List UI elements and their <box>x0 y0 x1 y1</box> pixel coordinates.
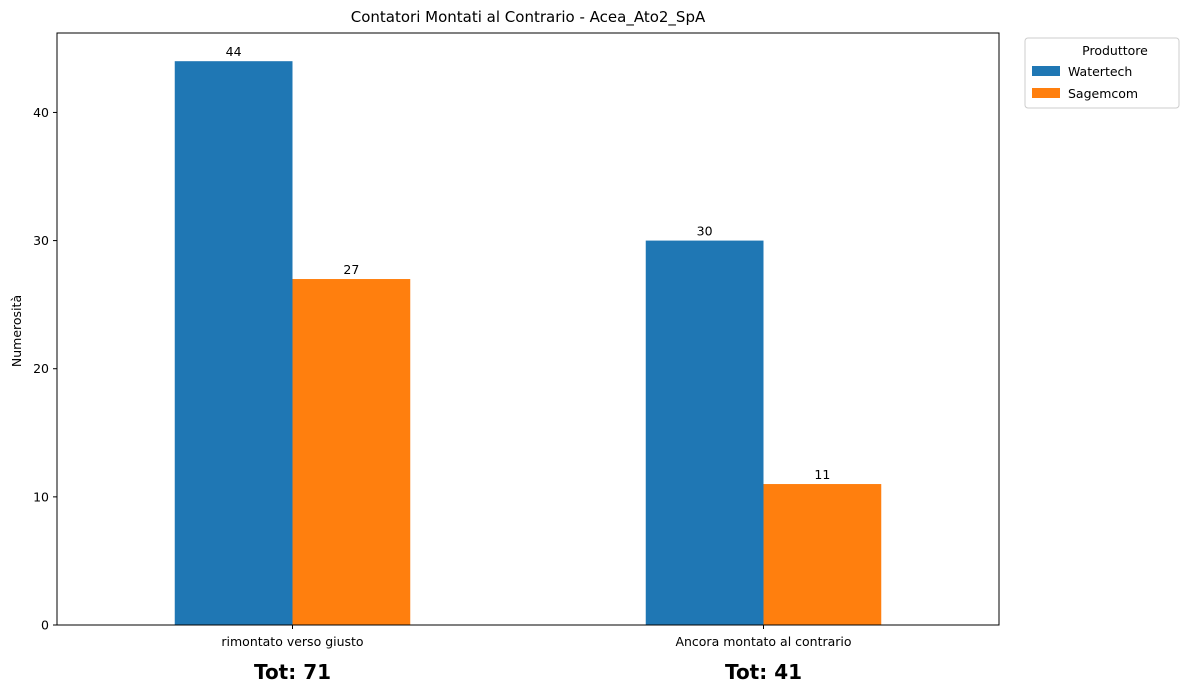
total-label: Tot: 71 <box>254 660 331 684</box>
bar-sagemcom-1 <box>763 484 882 625</box>
data-label: 27 <box>343 262 359 277</box>
bar-watertech-1 <box>645 240 764 625</box>
legend: Produttore Watertech Sagemcom <box>1024 37 1180 109</box>
legend-swatch-watertech <box>1032 66 1060 76</box>
chart-title: Contatori Montati al Contrario - Acea_At… <box>351 8 706 27</box>
y-axis-label: Numerosità <box>9 295 24 367</box>
ticks-layer: rimontato verso giusto Tot: 71 Ancora mont… <box>33 105 851 684</box>
x-tick-label: Ancora montato al contrario <box>675 634 851 649</box>
y-tick-label: 30 <box>33 233 49 248</box>
y-tick-label: 0 <box>41 618 49 633</box>
plot-frame <box>56 32 1000 626</box>
legend-title: Produttore <box>1082 43 1148 58</box>
data-label: 44 <box>226 44 242 59</box>
bar-sagemcom-0 <box>292 279 411 625</box>
data-label: 30 <box>697 224 713 239</box>
y-tick-label: 10 <box>33 489 49 504</box>
data-labels-layer: 44 27 30 11 <box>226 44 831 482</box>
legend-entry-sagemcom: Sagemcom <box>1068 86 1138 101</box>
legend-entry-watertech: Watertech <box>1068 64 1132 79</box>
data-label: 11 <box>814 467 830 482</box>
bars-layer <box>174 61 882 625</box>
legend-swatch-sagemcom <box>1032 88 1060 98</box>
bar-watertech-0 <box>174 61 293 625</box>
total-label: Tot: 41 <box>725 660 802 684</box>
y-tick-label: 20 <box>33 361 49 376</box>
legend-frame <box>1024 37 1180 109</box>
x-tick-label: rimontato verso giusto <box>221 634 363 649</box>
y-tick-label: 40 <box>33 105 49 120</box>
